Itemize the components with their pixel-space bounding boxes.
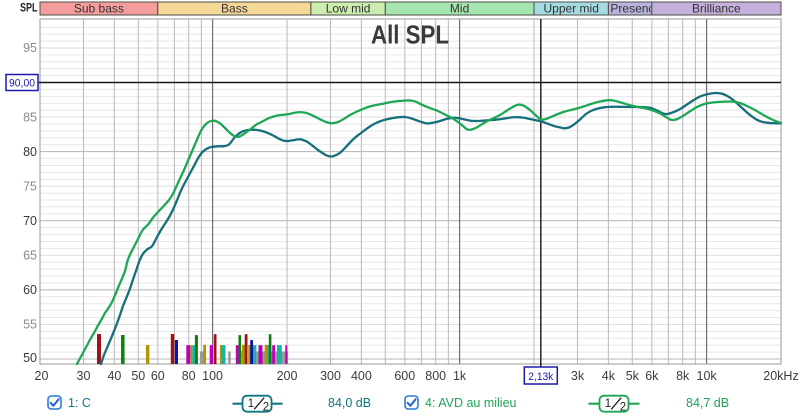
svg-text:1: 1 (248, 398, 254, 410)
svg-text:85: 85 (23, 110, 37, 124)
svg-text:SPL: SPL (20, 1, 38, 15)
svg-text:800: 800 (425, 369, 446, 383)
svg-text:80: 80 (182, 369, 196, 383)
svg-text:5k: 5k (626, 369, 640, 383)
svg-text:Sub bass: Sub bass (74, 2, 124, 16)
svg-text:55: 55 (23, 318, 37, 332)
svg-text:1k: 1k (453, 369, 467, 383)
svg-text:Bass: Bass (221, 2, 248, 16)
svg-text:30: 30 (77, 369, 91, 383)
svg-text:95: 95 (23, 41, 37, 55)
svg-text:Low mid: Low mid (326, 2, 371, 16)
svg-text:All SPL: All SPL (371, 20, 449, 50)
svg-text:2: 2 (263, 402, 269, 414)
svg-text:20: 20 (35, 369, 49, 383)
svg-text:3k: 3k (571, 369, 585, 383)
svg-text:65: 65 (23, 249, 37, 263)
svg-text:4k: 4k (602, 369, 616, 383)
svg-text:2,13k: 2,13k (528, 371, 553, 383)
svg-text:90,00: 90,00 (9, 78, 35, 90)
svg-text:60: 60 (23, 283, 37, 297)
svg-text:84,0 dB: 84,0 dB (328, 396, 371, 410)
svg-text:84,7 dB: 84,7 dB (686, 396, 729, 410)
svg-text:2: 2 (620, 402, 626, 414)
svg-text:600: 600 (394, 369, 415, 383)
svg-text:Mid: Mid (450, 2, 469, 16)
svg-text:80: 80 (23, 145, 37, 159)
svg-text:1: 1 (605, 398, 611, 410)
svg-text:50: 50 (131, 369, 145, 383)
svg-text:50: 50 (23, 351, 37, 365)
svg-text:400: 400 (351, 369, 372, 383)
svg-text:6k: 6k (645, 369, 659, 383)
svg-text:200: 200 (277, 369, 298, 383)
svg-text:300: 300 (320, 369, 341, 383)
svg-text:40: 40 (107, 369, 121, 383)
svg-text:75: 75 (23, 179, 37, 193)
svg-text:70: 70 (23, 214, 37, 228)
svg-text:Brilliance: Brilliance (692, 2, 741, 16)
svg-text:1: C: 1: C (68, 396, 91, 410)
svg-text:8k: 8k (676, 369, 690, 383)
svg-text:100: 100 (202, 369, 223, 383)
svg-text:60: 60 (151, 369, 165, 383)
svg-text:20kHz: 20kHz (763, 369, 798, 383)
svg-text:Presence: Presence (610, 2, 661, 16)
svg-text:4: AVD au milieu: 4: AVD au milieu (425, 396, 517, 410)
svg-text:Upper mid: Upper mid (544, 2, 599, 16)
svg-text:10k: 10k (697, 369, 718, 383)
